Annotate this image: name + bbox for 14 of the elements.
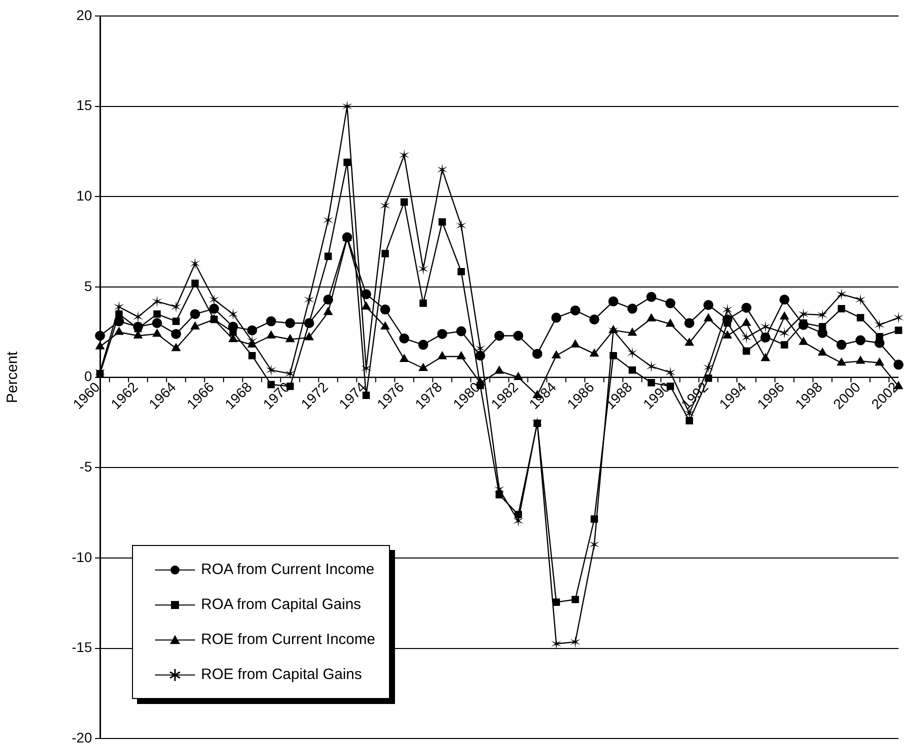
y-tick-label: -10 <box>72 548 92 565</box>
y-tick-label: 15 <box>76 97 92 114</box>
legend-label: ROE from Capital Gains <box>201 666 362 683</box>
y-tick-label: 5 <box>84 278 92 294</box>
legend-label: ROA from Capital Gains <box>201 596 362 613</box>
y-tick-label: -15 <box>72 639 92 656</box>
legend-label: ROA from Current Income <box>201 561 374 578</box>
legend-label: ROE from Current Income <box>201 631 376 648</box>
y-axis-title: Percent <box>4 350 22 404</box>
y-tick-label: -5 <box>80 458 92 474</box>
y-tick-label: 20 <box>76 6 92 23</box>
y-tick-label: 10 <box>76 188 92 204</box>
y-tick-label: 0 <box>84 368 92 384</box>
y-tick-label: -20 <box>72 729 92 746</box>
